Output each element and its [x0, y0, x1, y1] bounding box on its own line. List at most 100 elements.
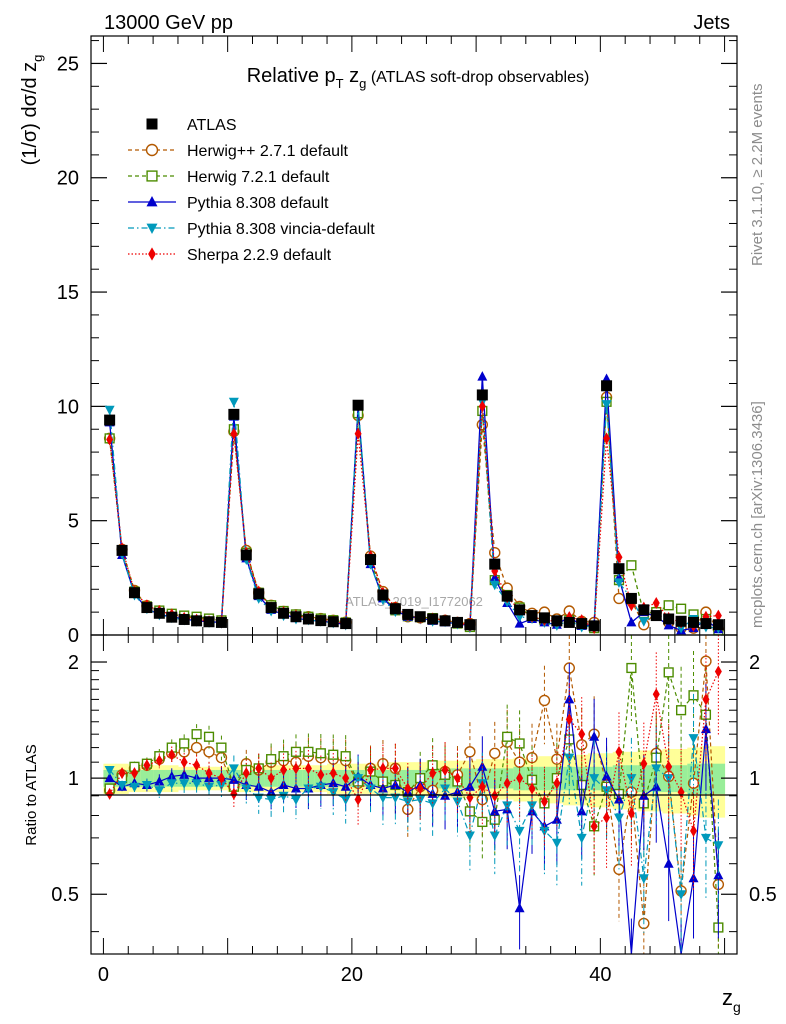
ratio-point: [528, 782, 536, 795]
ratio-point: [230, 787, 238, 800]
ratio-y-tick-label-left: 0.5: [51, 884, 79, 906]
data-point: [663, 613, 675, 625]
data-point: [230, 427, 238, 440]
ratio-point: [491, 789, 499, 802]
data-point: [153, 607, 165, 619]
ratio-point: [228, 764, 239, 774]
ratio-point: [278, 791, 289, 802]
main-axis-ticks: 0 5 10 15 20 25: [57, 36, 737, 647]
ratio-point: [130, 767, 138, 780]
title-main: Relative p: [247, 65, 336, 87]
ratio-point: [117, 780, 128, 791]
rivet-version-label: Rivet 3.1.10, ≥ 2.2M events: [749, 84, 766, 267]
ratio-point: [514, 826, 525, 837]
ratio-point: [340, 751, 351, 762]
data-point: [675, 603, 687, 614]
data-point: [166, 611, 178, 623]
legend-label: Herwig++ 2.7.1 default: [187, 143, 349, 160]
ratio-point: [539, 826, 550, 837]
ratio-y-axis-label: Ratio to ATLAS: [23, 744, 40, 845]
data-point: [389, 603, 401, 615]
ratio-point: [217, 772, 225, 785]
ratio-point: [315, 748, 326, 759]
ratio-point: [652, 688, 660, 701]
ratio-point: [714, 665, 722, 678]
ratio-point: [690, 824, 698, 837]
data-point: [178, 613, 190, 625]
ratio-point: [626, 774, 637, 784]
series-line: [108, 376, 719, 632]
data-point: [451, 616, 463, 628]
data-point: [439, 615, 451, 627]
ratio-point: [180, 756, 188, 769]
data-point: [402, 608, 414, 620]
ratio-point: [489, 747, 501, 759]
ratio-point: [304, 762, 312, 775]
y-tick-label: 10: [57, 396, 79, 418]
data-point: [104, 414, 116, 426]
data-point: [476, 389, 488, 401]
legend-entry: Sherpa 2.2.9 default: [128, 247, 332, 264]
ratio-point: [578, 728, 586, 741]
ratio-point: [688, 734, 699, 744]
data-point: [638, 604, 650, 616]
data-point: [377, 589, 389, 601]
ratio-point: [216, 742, 227, 753]
ratio-point: [242, 767, 250, 780]
ratio-frame: [90, 634, 738, 955]
data-point: [290, 611, 302, 623]
ratio-point: [551, 838, 562, 849]
ratio-point: [477, 761, 488, 771]
ratio-point: [576, 833, 587, 844]
data-point: [489, 572, 500, 582]
data-point: [141, 602, 153, 614]
ratio-y-tick-label-left: 1: [68, 768, 79, 790]
ratio-point: [603, 811, 611, 824]
title-sub-g: g: [359, 76, 366, 91]
x-axis: 0 20 40 zg: [98, 964, 741, 1015]
legend-marker: [146, 195, 158, 207]
ratio-point: [193, 759, 201, 772]
ratio-point: [663, 667, 674, 678]
ratio-point: [516, 772, 524, 785]
data-point: [613, 563, 625, 575]
data-point: [652, 596, 660, 609]
ratio-point: [640, 757, 648, 770]
ratio-point: [303, 746, 314, 757]
ratio-point: [179, 738, 190, 749]
ratio-y-tick-label-right: 0.5: [749, 884, 777, 906]
data-point: [128, 587, 140, 599]
ratio-point: [590, 820, 598, 833]
ratio-point: [129, 782, 140, 793]
ratio-point: [367, 763, 375, 776]
data-point: [613, 592, 625, 605]
ratio-point: [266, 795, 277, 806]
ratio-y-axis-label-text: Ratio to ATLAS: [23, 744, 40, 845]
y-axis-label-text: (1/σ) dσ/d z: [19, 62, 41, 166]
stat-uncertainty-band: [674, 765, 688, 793]
data-point: [514, 604, 526, 616]
legend-entry: Herwig++ 2.7.1 default: [128, 143, 349, 160]
data-point: [688, 616, 700, 628]
ratio-point: [342, 772, 350, 785]
ratio-point: [168, 748, 176, 761]
ratio-point: [503, 777, 511, 790]
ratio-point: [143, 759, 151, 772]
title-rest: (ATLAS soft-drop observables): [366, 69, 589, 86]
ratio-point: [141, 780, 152, 791]
ratio-point: [280, 763, 288, 776]
watermark: ATLAS_2019_I1772062: [345, 594, 483, 609]
legend-entry: Pythia 8.308 default: [128, 195, 329, 212]
x-tick-label: 40: [589, 964, 611, 986]
ratio-series-layer: [103, 635, 725, 955]
data-point: [588, 620, 600, 632]
ratio-point: [390, 779, 401, 789]
y-tick-label: 5: [68, 511, 79, 533]
ratio-point: [154, 786, 165, 796]
ratio-point: [191, 779, 202, 789]
data-point: [215, 616, 227, 628]
series-atlas: [104, 380, 724, 632]
ratio-point: [415, 795, 426, 806]
ratio-point: [514, 738, 525, 749]
